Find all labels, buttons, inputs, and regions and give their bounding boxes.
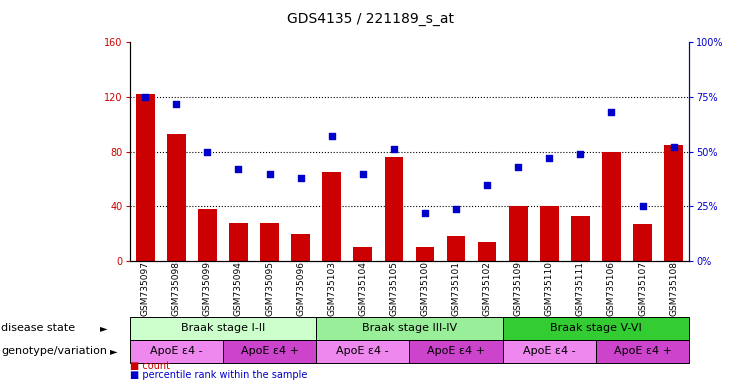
Text: ApoE ε4 -: ApoE ε4 - bbox=[336, 346, 389, 356]
Point bbox=[233, 166, 245, 172]
Bar bbox=[409, 340, 502, 363]
Text: GSM735102: GSM735102 bbox=[482, 261, 491, 316]
Bar bbox=[596, 340, 689, 363]
Text: ApoE ε4 +: ApoE ε4 + bbox=[614, 346, 671, 356]
Bar bbox=[602, 152, 621, 261]
Bar bbox=[260, 223, 279, 261]
Bar bbox=[167, 134, 185, 261]
Bar bbox=[502, 340, 596, 363]
Text: ■ percentile rank within the sample: ■ percentile rank within the sample bbox=[130, 370, 307, 380]
Text: GSM735099: GSM735099 bbox=[203, 261, 212, 316]
Point bbox=[574, 151, 586, 157]
Text: Braak stage III-IV: Braak stage III-IV bbox=[362, 323, 457, 333]
Point bbox=[295, 175, 307, 181]
Bar bbox=[385, 157, 403, 261]
Bar bbox=[633, 224, 652, 261]
Point bbox=[668, 144, 679, 151]
Text: GSM735109: GSM735109 bbox=[514, 261, 522, 316]
Point bbox=[419, 210, 431, 216]
Bar bbox=[198, 209, 216, 261]
Text: ApoE ε4 +: ApoE ε4 + bbox=[241, 346, 299, 356]
Point bbox=[357, 170, 369, 177]
Text: ApoE ε4 -: ApoE ε4 - bbox=[150, 346, 202, 356]
Text: GSM735094: GSM735094 bbox=[234, 261, 243, 316]
Text: GSM735106: GSM735106 bbox=[607, 261, 616, 316]
Bar bbox=[130, 317, 316, 340]
Text: GSM735095: GSM735095 bbox=[265, 261, 274, 316]
Text: GDS4135 / 221189_s_at: GDS4135 / 221189_s_at bbox=[287, 12, 454, 25]
Text: ApoE ε4 +: ApoE ε4 + bbox=[427, 346, 485, 356]
Bar bbox=[571, 216, 590, 261]
Bar bbox=[447, 237, 465, 261]
Text: ►: ► bbox=[100, 323, 107, 333]
Text: Braak stage V-VI: Braak stage V-VI bbox=[550, 323, 642, 333]
Point bbox=[202, 149, 213, 155]
Text: GSM735104: GSM735104 bbox=[359, 261, 368, 316]
Point bbox=[637, 204, 648, 210]
Text: GSM735096: GSM735096 bbox=[296, 261, 305, 316]
Point bbox=[388, 146, 400, 152]
Bar bbox=[478, 242, 496, 261]
Text: GSM735100: GSM735100 bbox=[420, 261, 430, 316]
Bar bbox=[664, 145, 683, 261]
Bar bbox=[540, 207, 559, 261]
Point bbox=[512, 164, 524, 170]
Bar bbox=[353, 247, 372, 261]
Bar bbox=[316, 340, 409, 363]
Text: ApoE ε4 -: ApoE ε4 - bbox=[523, 346, 576, 356]
Point bbox=[264, 170, 276, 177]
Text: Braak stage I-II: Braak stage I-II bbox=[181, 323, 265, 333]
Bar bbox=[229, 223, 247, 261]
Bar bbox=[502, 317, 689, 340]
Text: GSM735103: GSM735103 bbox=[328, 261, 336, 316]
Point bbox=[450, 205, 462, 212]
Point bbox=[605, 109, 617, 115]
Text: GSM735107: GSM735107 bbox=[638, 261, 647, 316]
Bar bbox=[130, 340, 223, 363]
Point bbox=[139, 94, 151, 100]
Text: ■ count: ■ count bbox=[130, 361, 170, 371]
Bar bbox=[322, 172, 341, 261]
Bar bbox=[136, 94, 155, 261]
Text: GSM735097: GSM735097 bbox=[141, 261, 150, 316]
Point bbox=[170, 101, 182, 107]
Point bbox=[326, 133, 338, 139]
Bar bbox=[416, 247, 434, 261]
Text: GSM735111: GSM735111 bbox=[576, 261, 585, 316]
Text: GSM735108: GSM735108 bbox=[669, 261, 678, 316]
Point bbox=[543, 155, 555, 161]
Text: ►: ► bbox=[110, 346, 117, 356]
Text: GSM735101: GSM735101 bbox=[451, 261, 460, 316]
Text: genotype/variation: genotype/variation bbox=[1, 346, 107, 356]
Text: GSM735110: GSM735110 bbox=[545, 261, 554, 316]
Text: GSM735098: GSM735098 bbox=[172, 261, 181, 316]
Bar bbox=[509, 207, 528, 261]
Bar bbox=[223, 340, 316, 363]
Bar bbox=[291, 234, 310, 261]
Bar bbox=[316, 317, 502, 340]
Point bbox=[481, 182, 493, 188]
Text: GSM735105: GSM735105 bbox=[389, 261, 399, 316]
Text: disease state: disease state bbox=[1, 323, 76, 333]
